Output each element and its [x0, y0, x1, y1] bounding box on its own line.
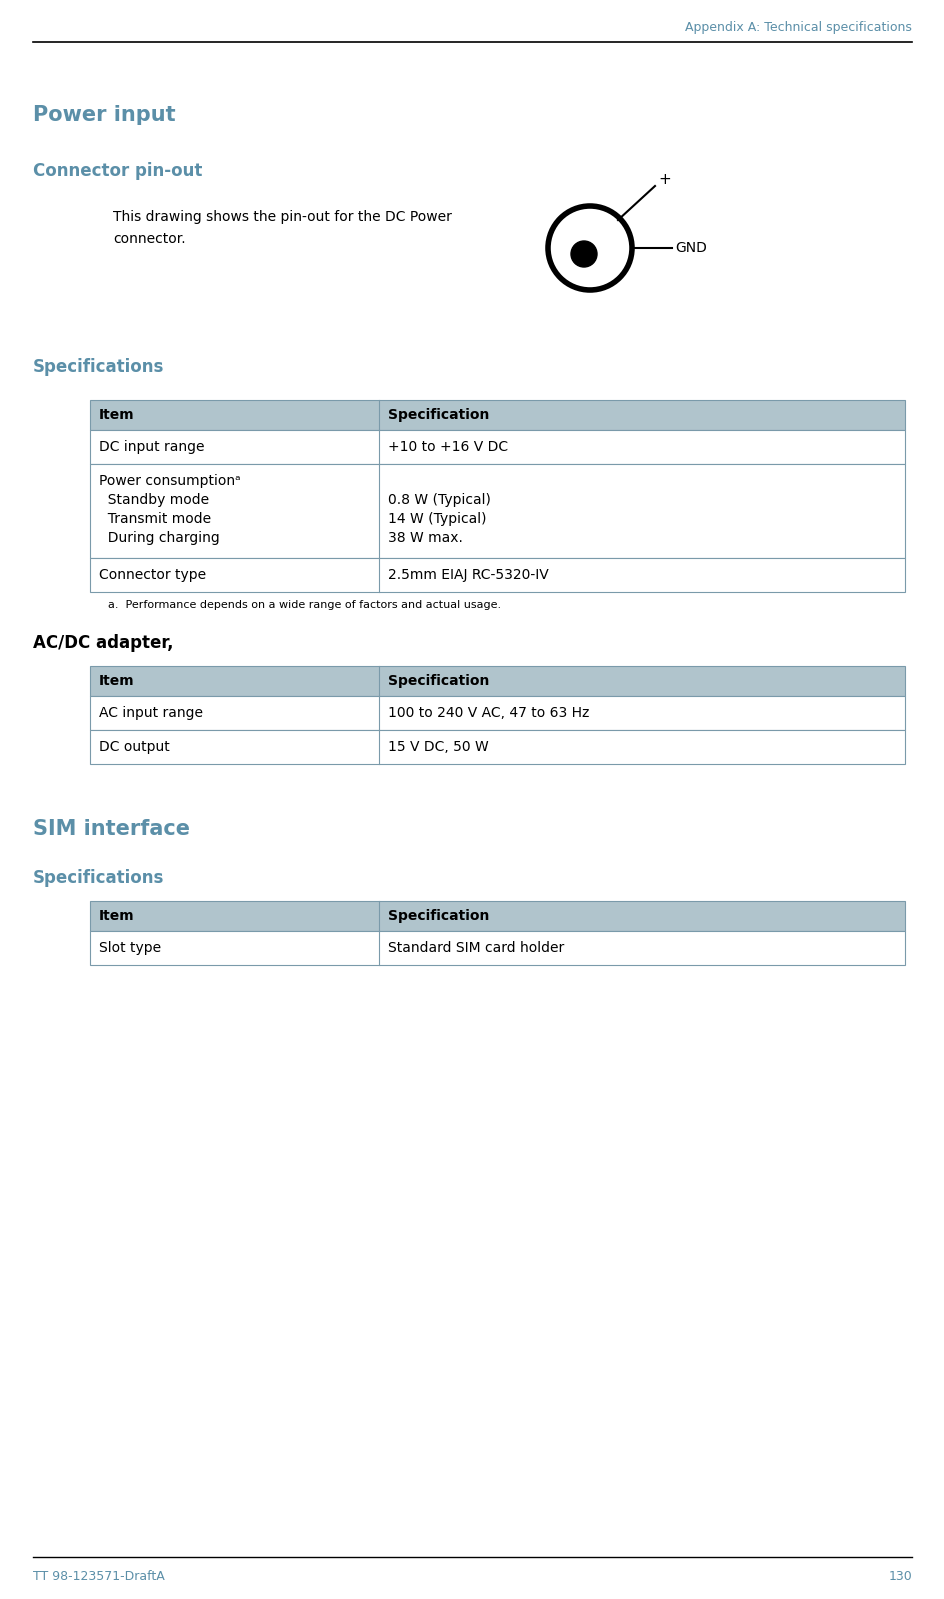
Text: 130: 130	[887, 1570, 911, 1583]
Text: Specification: Specification	[388, 908, 489, 923]
Text: Standard SIM card holder: Standard SIM card holder	[388, 940, 564, 955]
Text: AC/DC adapter,: AC/DC adapter,	[33, 633, 174, 652]
Circle shape	[570, 241, 597, 267]
Text: Power input: Power input	[33, 106, 176, 125]
Text: Specifications: Specifications	[33, 868, 164, 887]
Text: Appendix A: Technical specifications: Appendix A: Technical specifications	[684, 21, 911, 35]
Text: DC output: DC output	[99, 740, 170, 755]
Text: Standby mode: Standby mode	[99, 492, 209, 507]
Bar	[90, 696, 904, 731]
Text: Specifications: Specifications	[33, 358, 164, 376]
Bar	[90, 900, 904, 931]
Text: Power consumptionᵃ: Power consumptionᵃ	[99, 473, 241, 488]
Bar	[90, 667, 904, 696]
Text: GND: GND	[674, 241, 706, 254]
Text: Item: Item	[99, 408, 134, 422]
Text: 100 to 240 V AC, 47 to 63 Hz: 100 to 240 V AC, 47 to 63 Hz	[388, 707, 589, 720]
Text: Specification: Specification	[388, 408, 489, 422]
Text: This drawing shows the pin-out for the DC Power: This drawing shows the pin-out for the D…	[113, 209, 451, 224]
Bar	[90, 400, 904, 430]
Text: DC input range: DC input range	[99, 440, 204, 454]
Text: +: +	[657, 173, 670, 187]
Text: SIM interface: SIM interface	[33, 819, 190, 839]
Bar	[90, 931, 904, 966]
Text: connector.: connector.	[113, 232, 185, 246]
Text: Specification: Specification	[388, 675, 489, 688]
Text: During charging: During charging	[99, 531, 220, 545]
Text: Item: Item	[99, 675, 134, 688]
Text: AC input range: AC input range	[99, 707, 203, 720]
Text: 15 V DC, 50 W: 15 V DC, 50 W	[388, 740, 489, 755]
Text: 0.8 W (Typical): 0.8 W (Typical)	[388, 492, 491, 507]
Text: 14 W (Typical): 14 W (Typical)	[388, 512, 486, 526]
Text: +10 to +16 V DC: +10 to +16 V DC	[388, 440, 508, 454]
Text: Slot type: Slot type	[99, 940, 161, 955]
Text: Transmit mode: Transmit mode	[99, 512, 211, 526]
Bar	[90, 430, 904, 464]
Text: 38 W max.: 38 W max.	[388, 531, 463, 545]
Text: Connector type: Connector type	[99, 568, 206, 582]
Text: Connector pin-out: Connector pin-out	[33, 161, 202, 181]
Text: 2.5mm EIAJ RC-5320-IV: 2.5mm EIAJ RC-5320-IV	[388, 568, 548, 582]
Bar	[90, 464, 904, 558]
Bar	[90, 558, 904, 592]
Text: TT 98-123571-DraftA: TT 98-123571-DraftA	[33, 1570, 164, 1583]
Bar	[90, 731, 904, 764]
Text: Item: Item	[99, 908, 134, 923]
Text: a.  Performance depends on a wide range of factors and actual usage.: a. Performance depends on a wide range o…	[108, 600, 500, 609]
